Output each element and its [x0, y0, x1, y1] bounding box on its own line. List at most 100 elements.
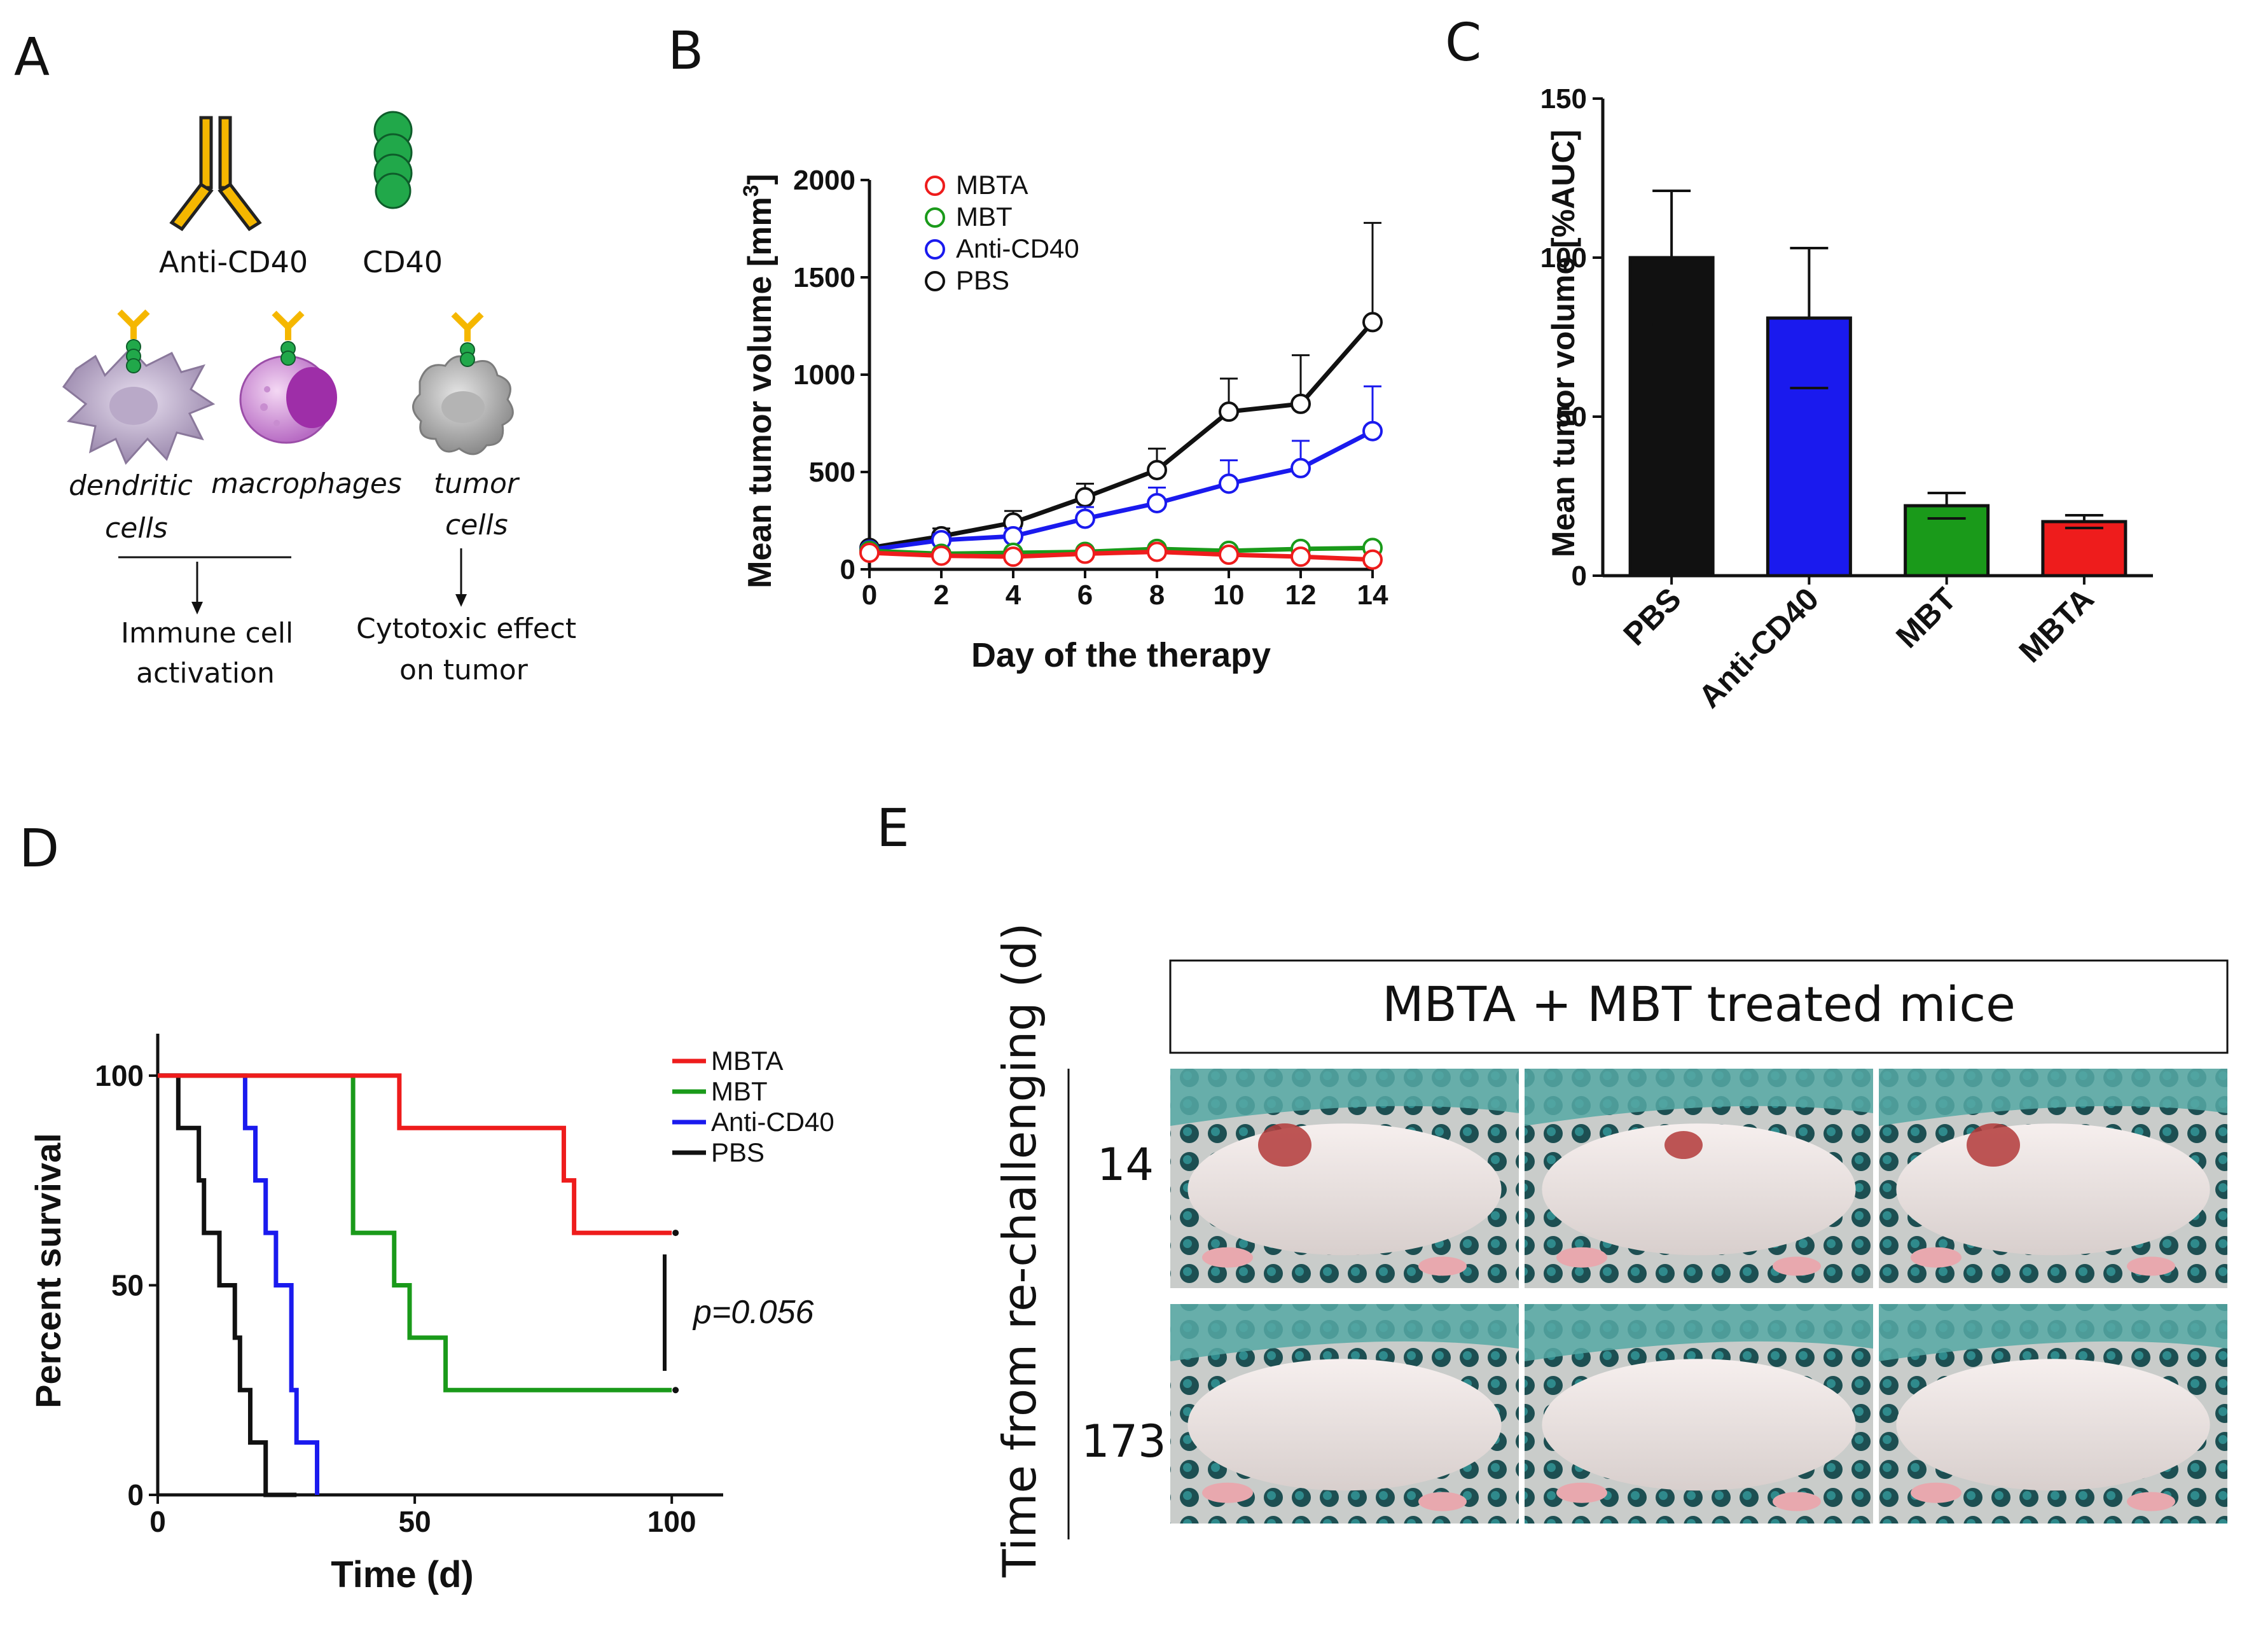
anti-cd40-label: Anti-CD40: [159, 245, 308, 279]
mouse-paw: [1418, 1492, 1467, 1511]
cd40-label: CD40: [363, 245, 443, 279]
censor-mark-mbt: [672, 1387, 679, 1394]
data-point-mbta: [1291, 546, 1311, 567]
panel-b: B 0 2 4 6 8 10 12 14 0 500 1000 1500 2000 Day of the …: [668, 21, 1388, 674]
x-tick-label-pbs: PBS: [1617, 581, 1688, 652]
mouse-paw: [1911, 1247, 1962, 1268]
x-tick-label-mbt: MBT: [1889, 581, 1963, 655]
panel-letter-b: B: [668, 21, 703, 81]
y-axis-title: Mean tumor volume [mm3]: [739, 174, 778, 588]
header-box: [1169, 959, 2229, 1054]
survival-curve-mbt: [158, 1073, 672, 1392]
data-point-pbs: [1219, 401, 1239, 422]
x-tick-label: 100: [647, 1505, 696, 1538]
x-tick-label-anti-cd40: Anti-CD40: [1692, 581, 1825, 714]
row-label-173: 173: [1081, 1415, 1166, 1468]
mouse-photo: [1170, 1069, 1519, 1288]
mouse-paw: [2127, 1492, 2175, 1511]
survival-chart: 0 50 100 0 50 100 Time (d) Percent survival MBTA…: [28, 1034, 834, 1595]
y-tick-label: 500: [809, 457, 855, 488]
mouse-paw: [1556, 1247, 1607, 1268]
mouse-body: [1187, 1359, 1502, 1491]
survival-curve-mbta: [158, 1073, 672, 1235]
x-tick-label: 8: [1149, 580, 1165, 611]
cytotoxic-text-2: on tumor: [399, 654, 529, 686]
y-tick-label: 100: [95, 1059, 144, 1092]
header-text: MBTA + MBT treated mice: [1382, 976, 2016, 1032]
x-tick-label: 12: [1285, 580, 1317, 611]
series-mbta: [859, 541, 1383, 570]
legend-marker-anti-cd40: [925, 239, 945, 260]
mouse-paw: [1773, 1492, 1821, 1511]
x-tick-label-mbta: MBTA: [2012, 581, 2101, 669]
cytotoxic-arrow: [455, 548, 467, 607]
data-point-mbta: [859, 542, 880, 563]
data-point-anti-cd40: [1219, 473, 1239, 494]
panel-d: D 0 50 100 0 50 100 Time (d) Percent survival MB…: [19, 819, 834, 1595]
censor-mark-mbta: [672, 1230, 679, 1237]
data-point-anti-cd40: [1362, 420, 1383, 441]
mouse-paw: [1773, 1256, 1821, 1276]
data-point-pbs: [1075, 487, 1095, 508]
data-point-mbta: [1147, 541, 1167, 562]
y-tick-label: 0: [1572, 560, 1587, 592]
x-tick-label: 0: [149, 1505, 166, 1538]
auc-bar-chart: 0 50 100 150 Mean tumor volume [%AUC] PBS Anti…: [1540, 83, 2153, 715]
y-tick-label: 150: [1540, 83, 1587, 115]
mouse-paw: [2127, 1256, 2175, 1276]
dc-receptor-icon: [117, 309, 150, 373]
bar-anti-cd40: [1766, 316, 1852, 578]
tumor-cells-label: cells: [445, 509, 508, 541]
y-tick-label: 1500: [793, 262, 855, 293]
x-axis-title: Time (d): [331, 1554, 474, 1595]
drape: [1170, 1069, 1519, 1126]
x-tick-label: 50: [399, 1505, 431, 1538]
x-tick-label: 2: [934, 580, 949, 611]
data-point-anti-cd40: [1075, 508, 1095, 529]
bar-pbs: [1628, 256, 1715, 578]
dendritic-label: dendritic: [69, 469, 193, 502]
tumor-lesion: [1967, 1123, 2020, 1167]
series-line-mbt: [869, 545, 1373, 557]
time-axis-label: Time from re-challenging (d): [993, 923, 1046, 1578]
mouse-photo: [1879, 1304, 2227, 1524]
tumor-receptor-icon: [451, 312, 484, 367]
panel-a: A Anti-CD40 CD40: [14, 27, 576, 690]
series-line-anti-cd40: [869, 429, 1374, 552]
x-tick-label: 4: [1006, 580, 1021, 611]
bar-mbt: [1904, 504, 1990, 578]
immune-text-1: Immune cell: [121, 617, 293, 649]
tumor-lesion: [1258, 1123, 1311, 1167]
panel-letter-d: D: [19, 819, 59, 879]
mouse-paw: [1202, 1482, 1253, 1503]
mouse-body: [1896, 1359, 2210, 1491]
panel-letter-c: C: [1445, 13, 1481, 73]
data-point-mbta: [1362, 549, 1383, 570]
cd40-receptor-icon: [373, 111, 413, 209]
mouse-photo-grid: [1170, 1069, 2227, 1524]
x-tick-label: 14: [1357, 580, 1388, 611]
panel-c: C 0 50 100 150 Mean tumor volume [%AUC] PBS An…: [1445, 13, 2153, 715]
panel-e: E MBTA + MBT treated mice Time from re-c…: [876, 798, 2229, 1578]
drape: [1525, 1304, 1873, 1361]
mouse-paw: [1911, 1482, 1962, 1503]
legend-label-mbta: MBTA: [711, 1046, 784, 1076]
data-point-pbs: [1147, 459, 1167, 480]
mouse-photo: [1525, 1304, 1873, 1524]
legend-marker-pbs: [925, 271, 945, 291]
legend-label-mbta: MBTA: [956, 170, 1028, 200]
panel-letter-a: A: [14, 27, 50, 88]
y-axis-title: Percent survival: [28, 1133, 68, 1408]
survival-curve-pbs: [158, 1073, 297, 1497]
panel-letter-e: E: [876, 798, 910, 859]
tumor-volume-chart: 0 2 4 6 8 10 12 14 0 500 1000 1500 2000 Day of the th…: [739, 165, 1388, 674]
drape: [1525, 1069, 1873, 1126]
immune-arrow: [191, 562, 203, 614]
dendritic-cells-label: cells: [105, 512, 168, 545]
bar-mbta: [2041, 520, 2128, 578]
mouse-paw: [1418, 1256, 1467, 1276]
legend-label-anti-cd40: Anti-CD40: [956, 233, 1079, 263]
drape: [1170, 1304, 1519, 1361]
x-tick-label: 10: [1214, 580, 1245, 611]
